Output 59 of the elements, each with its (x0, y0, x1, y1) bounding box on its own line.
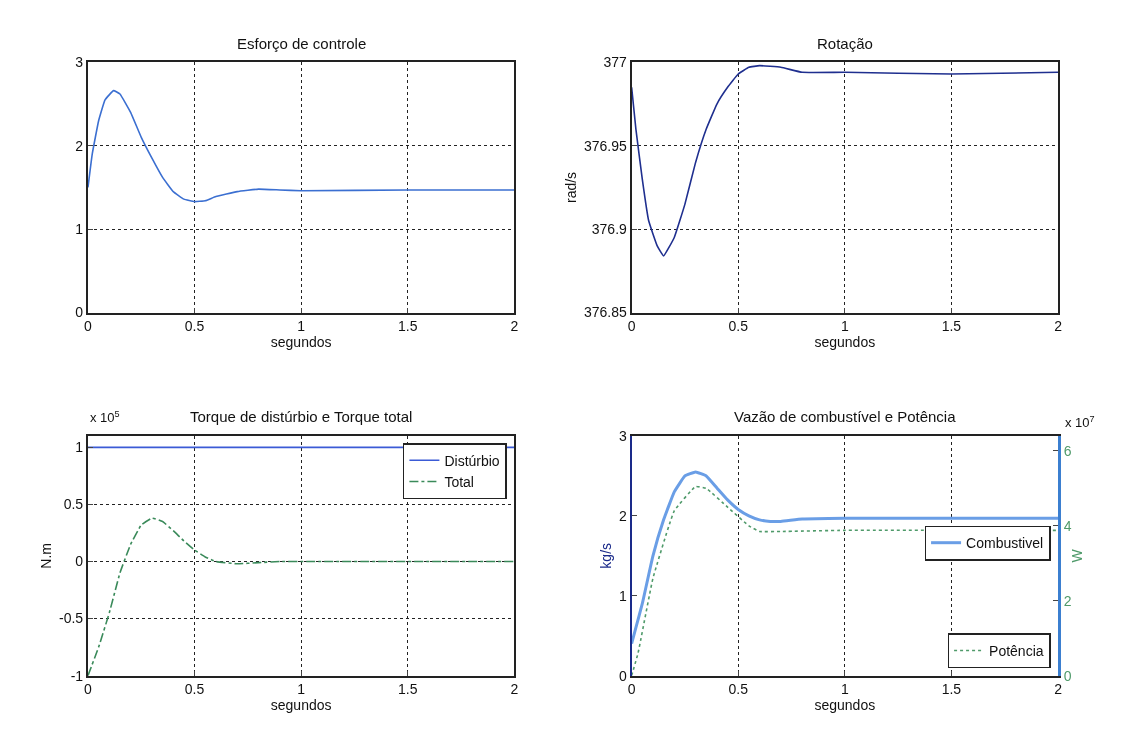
x-tick-label: 1 (297, 681, 306, 698)
y-tick-label: 0 (619, 667, 628, 684)
legend-label: Total (444, 473, 474, 490)
y-tick-label: -1 (70, 667, 84, 684)
y2-tick-label: 0 (1063, 667, 1072, 684)
text: x 10$^{5}$ (90, 409, 120, 426)
x-tick-label: 0.5 (184, 318, 205, 335)
line-series (87, 517, 515, 676)
y-tick-label: 3 (75, 54, 84, 71)
y-tick-label: 376.85 (584, 304, 628, 321)
legend-label: Combustivel (966, 535, 1044, 552)
y-tick-label: 376.9 (591, 221, 628, 238)
y-tick-label: 0 (75, 553, 84, 570)
x-tick-label: 2 (510, 681, 519, 698)
y-tick-label: 1 (75, 439, 84, 456)
chart-title: Vazão de combustível e Potência (734, 408, 957, 425)
chart-title: Rotação (817, 35, 873, 52)
y-tick-label: 1 (75, 221, 84, 238)
x-tick-label: 1 (840, 318, 849, 335)
y-tick-label: 2 (619, 507, 628, 524)
x-tick-label: 2 (1054, 681, 1063, 698)
x-tick-label: 1 (297, 318, 306, 335)
chart-title: Esforço de controle (237, 35, 367, 52)
y-tick-label: 377 (603, 54, 628, 71)
y2-axis-title: W (1069, 548, 1086, 563)
y-tick-label: -0.5 (59, 610, 84, 627)
x-tick-label: 1.5 (398, 318, 418, 335)
y-tick-label: 1 (619, 587, 628, 604)
x-tick-label: 1.5 (941, 681, 962, 698)
y-tick-label: 0 (75, 304, 84, 321)
y-axis-title: rad/s (563, 171, 580, 203)
x-tick-label: 1.5 (941, 318, 962, 335)
line-series (87, 89, 515, 203)
chart-title: Torque de distúrbio e Torque total (190, 408, 413, 425)
y2-tick-label: 2 (1063, 592, 1072, 609)
y-axis-title: kg/s (598, 542, 615, 569)
x-axis-title: segundos (814, 697, 876, 714)
y-axis-title: N.m (38, 542, 55, 569)
x-axis-title: segundos (814, 334, 876, 351)
y2-tick-label: 4 (1063, 517, 1072, 534)
y-tick-label: 0.5 (63, 496, 84, 513)
x-tick-label: 0.5 (728, 681, 749, 698)
x-axis-title: segundos (270, 697, 332, 714)
y-tick-label: 3 (619, 427, 628, 444)
y-tick-label: 376.95 (584, 137, 628, 154)
line-series (631, 64, 1059, 257)
text: x 10$^{7}$ (1065, 414, 1095, 431)
legend-label: Potência (989, 643, 1044, 660)
x-axis-title: segundos (270, 334, 332, 351)
x-tick-label: 0.5 (728, 318, 749, 335)
legend-label: Distúrbio (444, 452, 500, 469)
line-series (631, 470, 1059, 646)
y-tick-label: 2 (75, 137, 84, 154)
x-tick-label: 2 (1054, 318, 1063, 335)
y2-tick-label: 6 (1063, 442, 1072, 459)
x-tick-label: 2 (510, 318, 519, 335)
x-tick-label: 1.5 (398, 681, 418, 698)
x-tick-label: 1 (840, 681, 849, 698)
x-tick-label: 0.5 (184, 681, 205, 698)
